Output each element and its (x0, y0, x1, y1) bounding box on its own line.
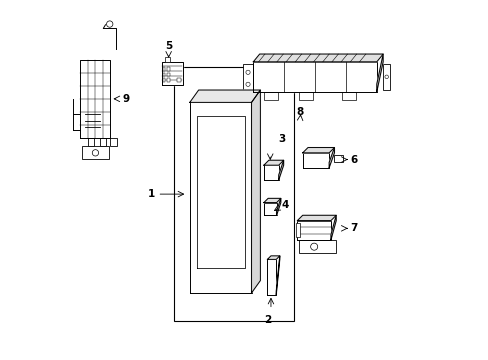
Polygon shape (264, 203, 276, 215)
Polygon shape (297, 215, 336, 221)
Polygon shape (189, 102, 251, 293)
Polygon shape (302, 148, 334, 153)
Polygon shape (278, 160, 283, 180)
Polygon shape (264, 165, 278, 180)
Bar (166, 78, 169, 82)
Text: 6: 6 (349, 154, 357, 165)
Bar (383, 64, 389, 90)
Polygon shape (297, 221, 330, 240)
Bar (163, 67, 165, 71)
Polygon shape (189, 90, 260, 102)
Polygon shape (276, 256, 279, 294)
Polygon shape (376, 54, 383, 92)
Polygon shape (328, 148, 334, 168)
Polygon shape (253, 62, 376, 92)
Bar (177, 78, 181, 82)
Bar (163, 73, 165, 76)
Bar (166, 73, 169, 76)
Bar (264, 92, 278, 100)
Polygon shape (276, 198, 280, 215)
Polygon shape (264, 198, 280, 203)
Bar (341, 92, 355, 100)
Bar (242, 64, 253, 90)
Bar (166, 67, 169, 71)
Polygon shape (81, 60, 110, 138)
Bar (110, 138, 117, 147)
Bar (299, 92, 313, 100)
Text: 4: 4 (281, 201, 288, 210)
Bar (163, 78, 165, 82)
Bar (87, 138, 94, 147)
Text: 8: 8 (296, 107, 303, 117)
Polygon shape (267, 256, 279, 259)
Polygon shape (253, 54, 383, 62)
Text: 7: 7 (349, 223, 357, 233)
Text: 3: 3 (277, 134, 285, 144)
Polygon shape (267, 259, 276, 294)
Polygon shape (302, 153, 328, 168)
Bar (100, 138, 106, 147)
Polygon shape (251, 90, 260, 293)
Text: 2: 2 (264, 315, 271, 325)
Text: 9: 9 (122, 94, 129, 104)
Bar (165, 57, 170, 62)
Bar (174, 67, 293, 321)
Polygon shape (161, 62, 183, 85)
Bar (295, 224, 299, 237)
Polygon shape (264, 160, 283, 165)
Bar (299, 240, 336, 253)
Polygon shape (330, 215, 336, 240)
Bar (334, 155, 343, 162)
Text: 1: 1 (147, 189, 154, 199)
Bar (82, 147, 108, 159)
Text: 5: 5 (164, 41, 172, 51)
